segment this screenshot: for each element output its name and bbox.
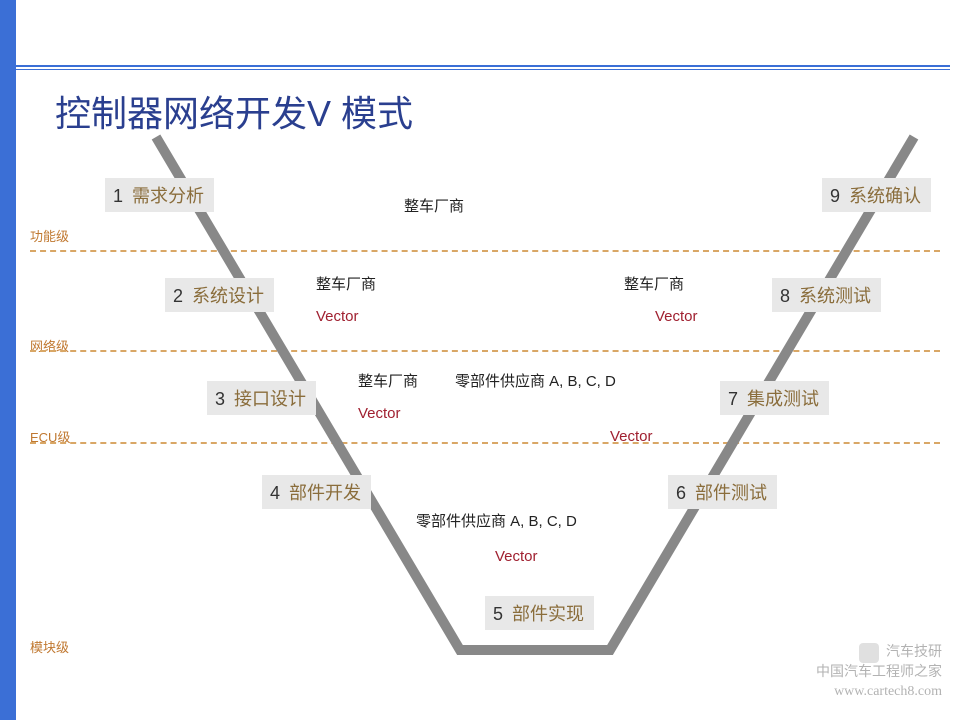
v-node-number: 1	[113, 186, 123, 206]
watermark-line2: www.cartech8.com	[816, 682, 942, 702]
v-node-number: 8	[780, 286, 790, 306]
annotation: 整车厂商	[358, 370, 418, 391]
v-node-label: 部件实现	[507, 604, 584, 624]
watermark: 汽车技研 中国汽车工程师之家 www.cartech8.com	[816, 643, 942, 702]
left-accent-bar	[0, 0, 16, 720]
v-node-label: 系统测试	[794, 286, 871, 306]
v-node-label: 集成测试	[742, 389, 819, 409]
top-rule-2	[16, 69, 950, 70]
v-node-5: 5 部件实现	[485, 596, 594, 630]
v-node-label: 需求分析	[127, 186, 204, 206]
v-node-number: 9	[830, 186, 840, 206]
v-node-number: 5	[493, 604, 503, 624]
v-node-8: 8 系统测试	[772, 278, 881, 312]
v-node-number: 3	[215, 389, 225, 409]
v-node-9: 9 系统确认	[822, 178, 931, 212]
page-title: 控制器网络开发V 模式	[55, 85, 413, 137]
v-node-2: 2 系统设计	[165, 278, 274, 312]
annotation: Vector	[655, 308, 698, 325]
v-node-3: 3 接口设计	[207, 381, 316, 415]
v-node-6: 6 部件测试	[668, 475, 777, 509]
v-node-label: 系统设计	[187, 286, 264, 306]
v-node-7: 7 集成测试	[720, 381, 829, 415]
v-node-label: 部件开发	[284, 483, 361, 503]
level-divider	[30, 442, 940, 444]
v-node-label: 系统确认	[844, 186, 921, 206]
watermark-badge: 汽车技研	[886, 645, 942, 660]
level-divider	[30, 350, 940, 352]
annotation: Vector	[358, 405, 401, 422]
level-label: 网络级	[30, 336, 69, 355]
v-node-number: 6	[676, 483, 686, 503]
annotation: Vector	[495, 548, 538, 565]
annotation: 整车厂商	[624, 273, 684, 294]
v-node-label: 接口设计	[229, 389, 306, 409]
annotation: 整车厂商	[404, 195, 464, 216]
watermark-badge-row: 汽车技研	[816, 643, 942, 663]
v-node-1: 1 需求分析	[105, 178, 214, 212]
v-node-number: 4	[270, 483, 280, 503]
level-divider	[30, 250, 940, 252]
top-rule-1	[16, 65, 950, 67]
level-label: 功能级	[30, 226, 69, 245]
v-node-number: 7	[728, 389, 738, 409]
annotation: Vector	[316, 308, 359, 325]
v-node-number: 2	[173, 286, 183, 306]
level-label: 模块级	[30, 637, 69, 656]
annotation: 零部件供应商 A, B, C, D	[455, 370, 616, 391]
annotation: 整车厂商	[316, 273, 376, 294]
v-node-label: 部件测试	[690, 483, 767, 503]
watermark-line1: 中国汽车工程师之家	[816, 663, 942, 683]
annotation: 零部件供应商 A, B, C, D	[416, 510, 577, 531]
annotation: Vector	[610, 428, 653, 445]
wechat-icon	[859, 643, 879, 663]
v-node-4: 4 部件开发	[262, 475, 371, 509]
